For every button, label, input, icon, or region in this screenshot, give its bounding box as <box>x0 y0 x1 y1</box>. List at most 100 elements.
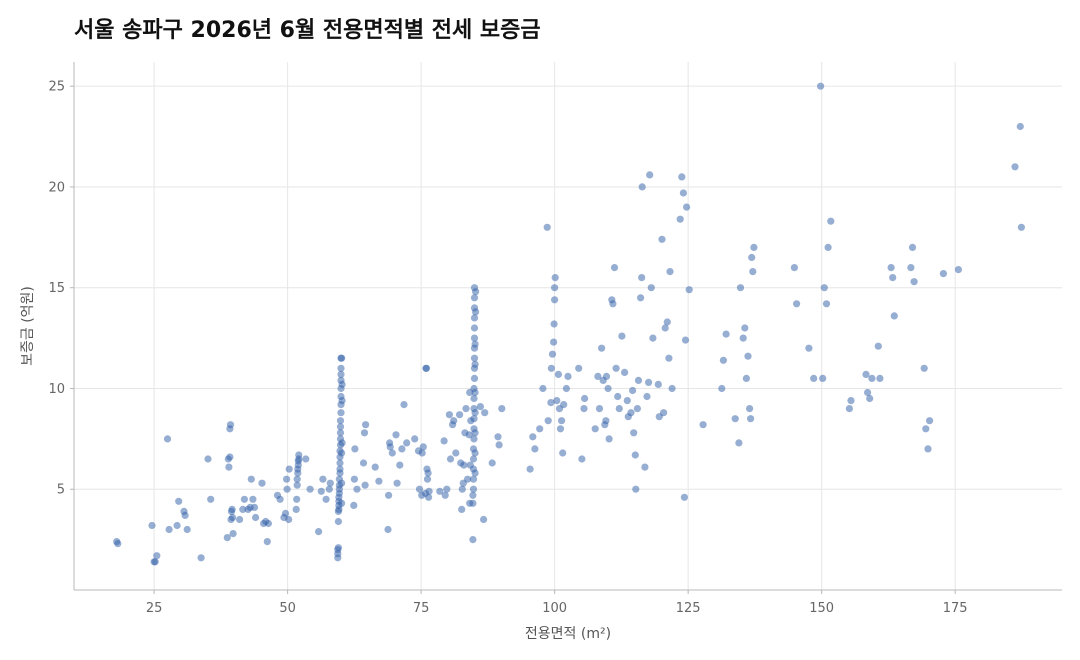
data-point <box>362 421 370 429</box>
data-point <box>551 274 559 282</box>
data-point <box>819 374 827 382</box>
data-point <box>258 479 266 487</box>
data-point <box>445 411 453 419</box>
y-tick-label: 25 <box>48 80 65 95</box>
data-point <box>350 501 358 509</box>
data-point <box>668 384 676 393</box>
data-point <box>632 485 640 493</box>
data-point <box>1016 122 1024 131</box>
data-point <box>337 364 345 372</box>
data-point <box>637 294 645 302</box>
data-point <box>824 243 832 251</box>
data-point <box>543 223 551 231</box>
data-point <box>827 217 835 225</box>
data-point <box>338 499 346 507</box>
data-point <box>663 318 671 326</box>
data-point <box>450 417 458 425</box>
data-point <box>678 173 686 181</box>
data-point <box>645 378 653 386</box>
data-point <box>325 485 333 493</box>
data-point <box>247 475 255 483</box>
data-point <box>384 525 392 534</box>
data-point <box>609 300 617 308</box>
data-point <box>460 461 468 469</box>
data-point <box>604 384 612 393</box>
data-point <box>446 455 455 463</box>
data-point <box>423 475 432 483</box>
data-point <box>594 372 602 380</box>
data-point <box>469 475 478 483</box>
data-point <box>175 497 183 505</box>
data-point <box>685 286 693 294</box>
data-point <box>471 340 479 348</box>
data-point <box>926 417 934 425</box>
data-point <box>641 463 649 471</box>
data-point <box>336 417 345 425</box>
data-point <box>551 284 559 292</box>
data-point <box>351 445 359 453</box>
data-point <box>276 495 284 503</box>
data-point <box>338 397 346 405</box>
data-point <box>658 235 666 243</box>
data-point <box>731 415 739 423</box>
data-point <box>425 487 433 495</box>
data-point <box>495 441 503 449</box>
data-point <box>539 384 547 393</box>
data-point <box>471 429 479 437</box>
y-tick-label: 15 <box>48 281 65 296</box>
data-point <box>464 475 472 483</box>
data-point <box>627 409 635 417</box>
data-point <box>338 380 346 388</box>
data-point <box>907 264 915 272</box>
data-point <box>411 435 419 443</box>
data-point <box>634 376 643 384</box>
data-point <box>419 443 427 451</box>
data-point <box>649 334 657 342</box>
data-point <box>386 443 394 451</box>
data-point <box>471 388 479 397</box>
data-point <box>225 463 233 471</box>
data-point <box>862 370 870 378</box>
data-point <box>580 405 588 413</box>
data-point <box>292 505 300 513</box>
data-point <box>470 314 479 322</box>
data-point <box>480 515 488 524</box>
x-axis-title: 전용면적 (m²) <box>525 626 611 642</box>
data-point <box>229 513 237 522</box>
data-point <box>471 469 479 477</box>
data-point <box>471 409 479 417</box>
data-point <box>336 423 345 431</box>
data-point <box>748 253 756 262</box>
data-point <box>887 264 895 272</box>
data-point <box>337 370 345 378</box>
data-point <box>526 465 534 473</box>
data-point <box>361 481 369 489</box>
data-point <box>581 394 589 403</box>
data-point <box>338 449 346 457</box>
data-point <box>165 525 173 534</box>
data-point <box>790 264 799 272</box>
data-point <box>699 421 707 429</box>
data-point <box>553 397 561 405</box>
data-point <box>631 451 639 459</box>
data-point <box>578 455 586 463</box>
data-point <box>336 465 344 473</box>
data-point <box>550 338 558 346</box>
data-point <box>719 356 728 364</box>
data-point <box>820 284 828 292</box>
data-point <box>618 332 626 340</box>
y-tick-label: 20 <box>48 180 65 195</box>
data-point <box>722 330 730 338</box>
data-point <box>226 453 234 461</box>
data-point <box>470 334 479 342</box>
data-point <box>660 409 668 417</box>
data-point <box>353 485 361 493</box>
data-point <box>471 449 479 457</box>
data-point <box>396 461 404 469</box>
data-point <box>908 243 917 251</box>
data-point <box>163 435 172 443</box>
data-point <box>336 459 344 467</box>
x-tick-labels: 25 50 75 100 125 150 175 <box>146 590 968 616</box>
data-point <box>610 264 619 272</box>
data-point <box>326 479 334 487</box>
